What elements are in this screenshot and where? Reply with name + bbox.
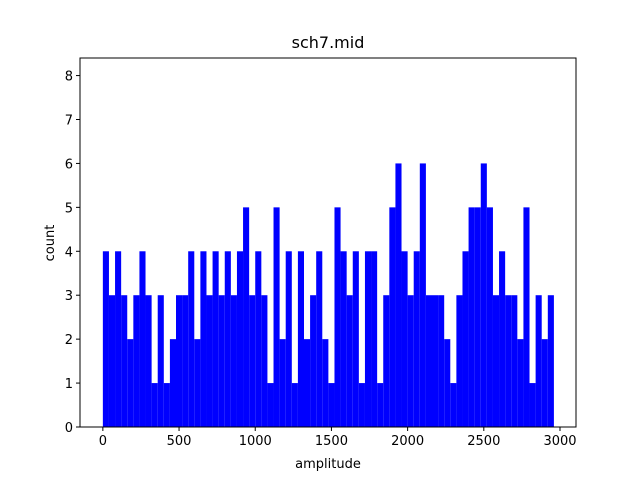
y-tick-label: 1: [65, 377, 73, 392]
bar: [212, 251, 219, 427]
bar: [297, 251, 304, 427]
y-tick-label: 0: [65, 421, 73, 436]
bar: [310, 295, 317, 427]
bar: [200, 251, 207, 427]
bar: [395, 163, 402, 427]
bar: [468, 207, 475, 427]
bar: [194, 339, 201, 427]
bar: [517, 339, 524, 427]
bar: [279, 339, 286, 427]
bar: [243, 207, 250, 427]
bar: [383, 295, 390, 427]
bar: [438, 295, 445, 427]
bar: [133, 295, 140, 427]
bar: [188, 251, 195, 427]
bar: [230, 295, 237, 427]
bar: [371, 251, 378, 427]
bar: [121, 295, 128, 427]
bar: [419, 163, 426, 427]
bar: [413, 251, 420, 427]
bar: [462, 251, 469, 427]
bar: [523, 207, 530, 427]
bar: [291, 383, 298, 427]
bar: [511, 295, 518, 427]
bar: [285, 251, 292, 427]
bar: [182, 295, 189, 427]
y-tick-label: 4: [65, 245, 73, 260]
bar: [316, 251, 323, 427]
bar: [334, 207, 341, 427]
x-tick-label: 3000: [543, 434, 576, 449]
bar: [389, 207, 396, 427]
bar: [444, 339, 451, 427]
bar: [486, 207, 493, 427]
bar: [450, 383, 457, 427]
x-tick-label: 1500: [315, 434, 348, 449]
bar: [364, 251, 372, 427]
x-tick-label: 2000: [391, 434, 424, 449]
y-tick-label: 7: [65, 114, 73, 129]
bar: [267, 383, 274, 427]
bar: [218, 295, 225, 427]
bar: [480, 163, 487, 427]
bar: [377, 383, 384, 427]
x-tick-label: 500: [167, 434, 192, 449]
bar: [401, 251, 408, 427]
bar: [432, 295, 439, 427]
bar: [115, 251, 122, 427]
bar: [236, 251, 244, 427]
bar: [529, 383, 536, 427]
bar: [322, 339, 329, 427]
bar: [346, 295, 353, 427]
bar: [249, 295, 256, 427]
bar: [492, 295, 500, 427]
bar: [255, 251, 262, 427]
bar: [145, 295, 152, 427]
bar: [304, 339, 311, 427]
bar: [108, 295, 116, 427]
bar: [499, 251, 506, 427]
x-tick-label: 2500: [467, 434, 500, 449]
bar: [176, 295, 183, 427]
y-tick-label: 3: [65, 289, 73, 304]
y-tick-label: 2: [65, 333, 73, 348]
bar: [474, 207, 481, 427]
bar: [358, 383, 365, 427]
y-tick-label: 6: [65, 157, 73, 172]
bar: [261, 295, 268, 427]
bar: [407, 295, 414, 427]
bar: [102, 251, 109, 427]
y-axis-label: count: [43, 225, 58, 262]
y-tick-label: 5: [65, 201, 73, 216]
bar: [224, 251, 231, 427]
plot-frame: [79, 57, 577, 428]
bar: [273, 207, 280, 427]
bar: [163, 383, 170, 427]
bar: [127, 339, 134, 427]
bar: [456, 295, 463, 427]
bar: [541, 339, 548, 427]
bar: [157, 295, 164, 427]
y-tick-label: 8: [65, 70, 73, 85]
bar: [139, 251, 146, 427]
bar: [425, 295, 432, 427]
bar: [169, 339, 176, 427]
bar: [340, 251, 347, 427]
bar: [535, 295, 542, 427]
x-tick-label: 1000: [239, 434, 272, 449]
bar: [206, 295, 213, 427]
bar: [352, 251, 359, 427]
bar: [151, 383, 158, 427]
bar: [505, 295, 512, 427]
x-tick-label: 0: [99, 434, 107, 449]
chart-title: sch7.mid: [292, 33, 365, 52]
x-axis-label: amplitude: [295, 457, 361, 472]
bar: [547, 295, 554, 427]
bar: [328, 383, 335, 427]
